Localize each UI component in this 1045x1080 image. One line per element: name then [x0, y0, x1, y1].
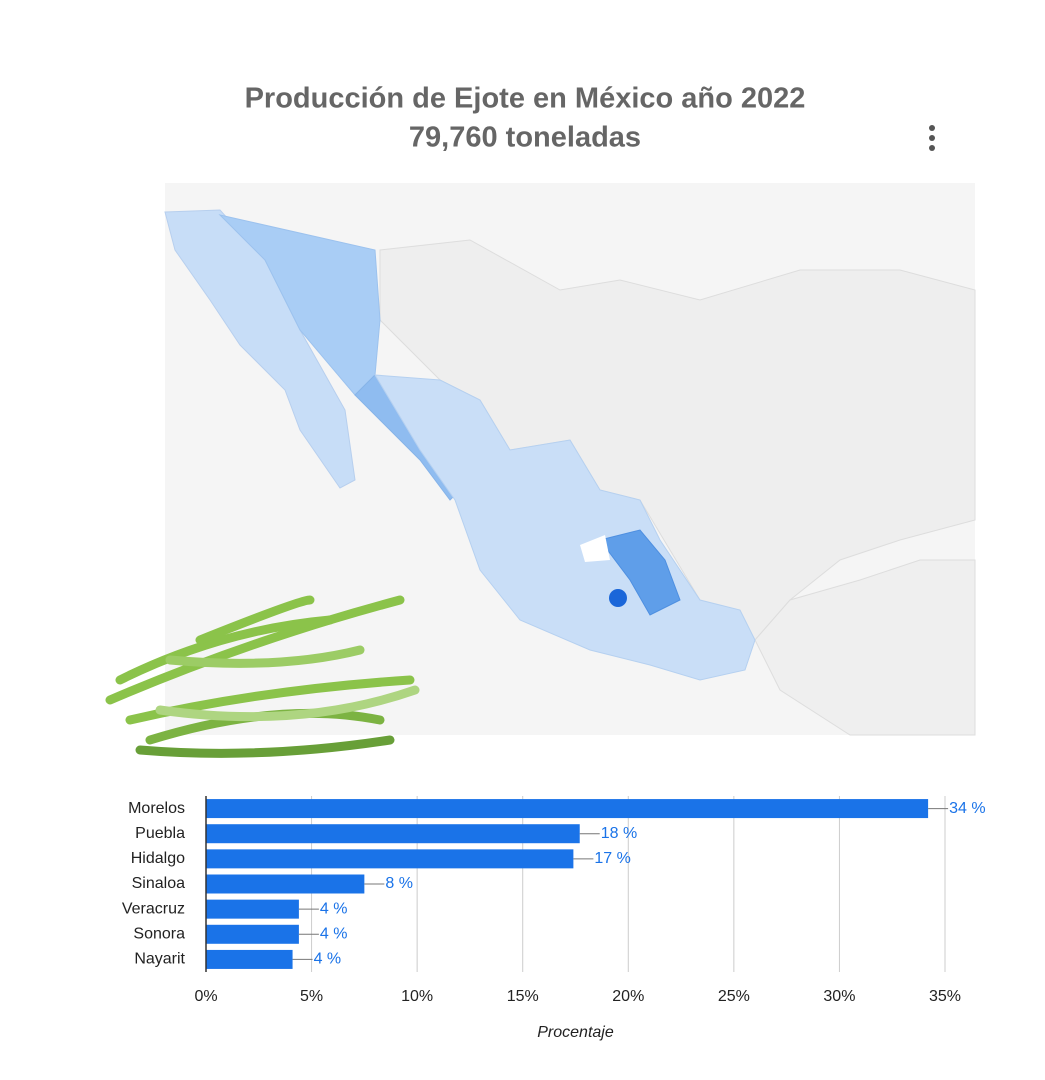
value-label: 4 %	[320, 900, 348, 917]
map	[164, 183, 976, 736]
y-tick-label: Morelos	[128, 800, 185, 817]
value-label: 34 %	[949, 800, 985, 817]
y-tick-label: Sinaloa	[132, 875, 185, 892]
x-tick-label: 5%	[300, 988, 323, 1005]
x-tick-label: 30%	[823, 988, 855, 1005]
y-tick-label: Puebla	[135, 825, 185, 842]
y-tick-label: Sonora	[133, 926, 185, 943]
x-tick-label: 25%	[718, 988, 750, 1005]
bar	[206, 924, 299, 944]
x-tick-label: 10%	[401, 988, 433, 1005]
x-tick-label: 15%	[507, 988, 539, 1005]
beans-illustration	[105, 595, 420, 758]
chart-title: Producción de Ejote en México año 2022	[245, 83, 806, 115]
value-label: 4 %	[320, 926, 348, 943]
y-tick-label: Veracruz	[122, 900, 185, 917]
value-label: 17 %	[594, 850, 630, 867]
value-label: 18 %	[601, 825, 637, 842]
y-tick-label: Hidalgo	[131, 850, 185, 867]
bar	[206, 799, 929, 819]
bar	[206, 849, 574, 869]
bar-chart: 0% 5% 10% 15% 20% 25% 30% 35% Procentaje Morelos 3…	[122, 796, 986, 1041]
bar	[206, 824, 580, 844]
bar	[206, 949, 293, 969]
chart-subtitle: 79,760 toneladas	[409, 122, 641, 154]
bar	[206, 874, 365, 894]
y-tick-label: Nayarit	[134, 951, 185, 968]
x-axis-title: Procentaje	[537, 1024, 614, 1041]
menu-icon[interactable]	[929, 125, 935, 151]
x-tick-label: 20%	[612, 988, 644, 1005]
x-tick-label: 35%	[929, 988, 961, 1005]
value-label: 8 %	[385, 875, 413, 892]
x-tick-label: 0%	[194, 988, 217, 1005]
bar	[206, 899, 299, 919]
value-label: 4 %	[314, 951, 342, 968]
